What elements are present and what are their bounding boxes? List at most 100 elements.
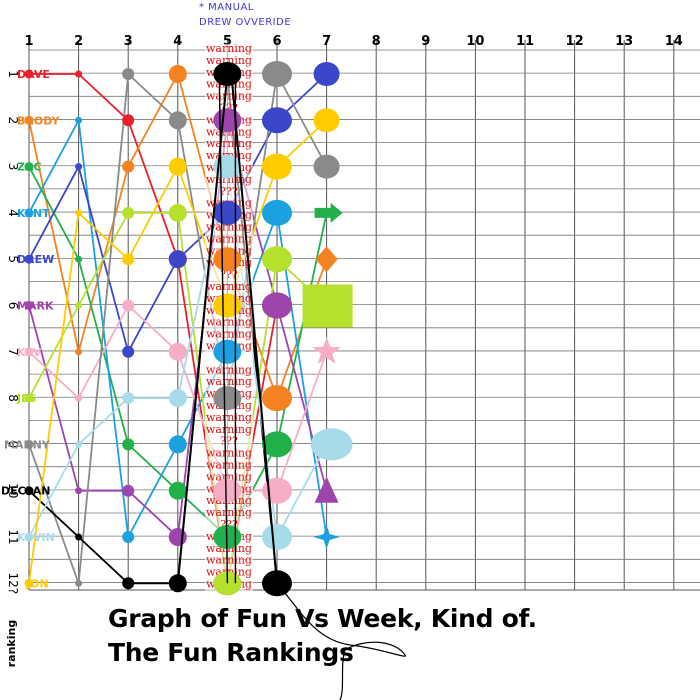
data-point-week1 bbox=[24, 254, 34, 264]
x-tick-label: 11 bbox=[516, 34, 534, 49]
data-point-week5 bbox=[213, 339, 242, 364]
data-point-week3 bbox=[122, 531, 135, 543]
data-point-week4 bbox=[168, 250, 187, 269]
data-point-week2 bbox=[75, 533, 83, 541]
data-point-week2 bbox=[75, 163, 83, 171]
warning-text: warning bbox=[206, 232, 252, 245]
y-tick-label: 11 bbox=[6, 529, 20, 544]
legend-label: KEV bbox=[17, 346, 42, 359]
legend-label: DECLAN bbox=[1, 485, 50, 498]
y-tick-label: 4 bbox=[6, 209, 20, 217]
data-point-week4 bbox=[168, 203, 187, 222]
data-point-week1 bbox=[24, 439, 34, 449]
annotation-scribbles bbox=[176, 73, 407, 700]
warning-text: warning bbox=[206, 506, 252, 519]
x-tick-label: 2 bbox=[74, 34, 83, 49]
x-tick-labels: 1 2 3 4 5 6 7 8 9 10 11 12 13 14 bbox=[24, 34, 682, 49]
warning-text: warning bbox=[206, 137, 252, 150]
warning-text: warning bbox=[206, 375, 252, 388]
data-point-week1 bbox=[24, 115, 34, 125]
y-tick-label: 12? bbox=[6, 572, 20, 594]
data-point-week3 bbox=[122, 253, 135, 266]
x-tick-label: 8 bbox=[372, 34, 381, 49]
data-point-week1 bbox=[24, 578, 34, 588]
data-point-week2 bbox=[75, 487, 83, 495]
y-tick-label: 3 bbox=[6, 163, 20, 171]
data-point-week5 bbox=[213, 247, 242, 272]
data-point-week3 bbox=[122, 392, 135, 405]
warning-text: warning bbox=[206, 328, 252, 341]
x-tick-label: 10 bbox=[466, 34, 484, 49]
data-point-week6 bbox=[262, 524, 292, 550]
y-tick-label: 10 bbox=[6, 483, 20, 498]
data-point-week2 bbox=[75, 394, 83, 402]
warning-text: warning bbox=[206, 554, 252, 567]
y-axis-label: ranking bbox=[5, 619, 19, 668]
warning-text: warning bbox=[206, 42, 252, 55]
week7-triangle-marker bbox=[314, 476, 339, 503]
data-point-week3 bbox=[122, 299, 135, 312]
data-point-week2 bbox=[75, 348, 83, 356]
week7-ellipse-marker bbox=[313, 108, 340, 133]
data-point-week3 bbox=[122, 438, 135, 451]
data-point-week3 bbox=[122, 160, 135, 173]
data-point-week5 bbox=[213, 293, 242, 318]
x-tick-label: 14 bbox=[665, 34, 683, 49]
data-point-week3 bbox=[122, 484, 135, 497]
data-point-week1 bbox=[24, 532, 34, 542]
x-tick-label: 3 bbox=[124, 34, 133, 49]
arrow-scribble bbox=[276, 582, 407, 700]
legend-label: BRODY bbox=[17, 114, 61, 127]
week7-ellipse-marker bbox=[310, 428, 353, 461]
y-tick-label: 2 bbox=[6, 116, 20, 124]
warning-text: warning bbox=[206, 423, 252, 436]
warning-text: warning bbox=[206, 470, 252, 483]
legend-label: KENT bbox=[17, 207, 50, 220]
data-point-week1 bbox=[24, 162, 34, 172]
week7-rect-marker bbox=[302, 284, 353, 328]
data-point-week6 bbox=[262, 246, 292, 273]
x-tick-label: 6 bbox=[272, 34, 281, 49]
warning-text: warning bbox=[206, 447, 252, 460]
drew-override-line-a bbox=[176, 73, 229, 584]
series-markers bbox=[24, 61, 353, 597]
data-point-week4 bbox=[168, 389, 187, 408]
x-tick-label: 12 bbox=[566, 34, 584, 49]
y-tick-label: 8 bbox=[6, 394, 20, 402]
data-point-week4 bbox=[168, 435, 187, 454]
drew-override-line-b bbox=[230, 73, 278, 584]
week7-ellipse-marker bbox=[313, 62, 340, 86]
data-point-week2 bbox=[75, 70, 83, 78]
warning-text: warning bbox=[206, 221, 252, 234]
warning-text: warning bbox=[206, 90, 252, 103]
data-point-week3 bbox=[122, 206, 135, 219]
week7-arrow-marker bbox=[314, 202, 343, 223]
data-point-week2 bbox=[75, 209, 83, 217]
x-tick-label: 1 bbox=[24, 34, 33, 49]
data-point-week6 bbox=[262, 385, 292, 412]
data-point-week3 bbox=[122, 345, 135, 358]
data-point-week6 bbox=[262, 292, 292, 319]
data-point-week4 bbox=[168, 65, 187, 83]
data-point-week6 bbox=[262, 107, 292, 134]
data-point-week4 bbox=[168, 528, 187, 546]
chart-subtitle: The Fun Rankings bbox=[108, 638, 354, 667]
legend-label: ZAC bbox=[17, 161, 42, 174]
data-point-week2 bbox=[75, 579, 83, 587]
manual-note: * MANUAL bbox=[199, 2, 254, 13]
data-point-week1 bbox=[24, 69, 34, 79]
data-point-week4 bbox=[168, 157, 187, 176]
data-point-week6 bbox=[262, 199, 292, 226]
data-point-week1 bbox=[24, 347, 34, 357]
drew-override-note: DREW OVVERIDE bbox=[199, 17, 292, 28]
warning-text: ??? bbox=[220, 268, 238, 281]
x-tick-label: 9 bbox=[421, 34, 430, 49]
warning-text: warning bbox=[206, 316, 252, 329]
data-point-week4 bbox=[168, 111, 187, 130]
data-point-week3 bbox=[122, 577, 135, 590]
data-point-week3 bbox=[122, 68, 135, 80]
x-tick-label: 4 bbox=[173, 34, 182, 49]
data-point-week5 bbox=[213, 525, 242, 549]
data-point-week6 bbox=[262, 153, 292, 180]
